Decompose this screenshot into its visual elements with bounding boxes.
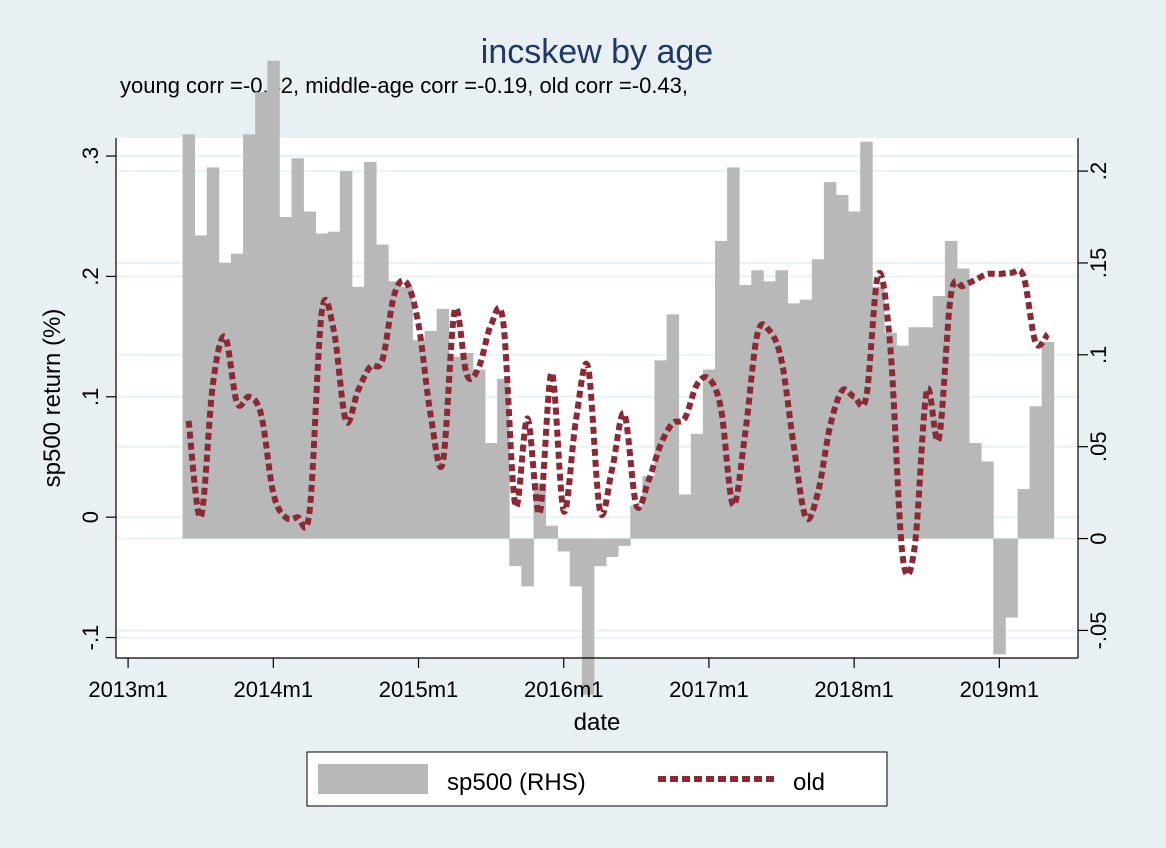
x-tick-label-6: 2019m1	[960, 677, 1040, 702]
chart-subtitle: young corr =-0.42, middle-age corr =-0.1…	[120, 73, 688, 98]
series-line-old	[185, 267, 1051, 578]
bar	[811, 259, 825, 539]
bar	[642, 476, 655, 539]
bar	[557, 538, 571, 552]
bar	[279, 217, 292, 539]
bar	[448, 356, 462, 539]
bar	[920, 327, 934, 539]
bar	[956, 268, 970, 539]
bar	[702, 369, 716, 539]
bar	[545, 525, 559, 539]
bar	[509, 538, 522, 567]
bar	[400, 286, 413, 539]
bar	[872, 286, 885, 539]
x-axis-title: date	[574, 709, 621, 736]
bar	[1017, 488, 1030, 539]
legend-swatch-sp500	[318, 764, 428, 794]
x-tick-label-1: 2014m1	[234, 677, 314, 702]
old-line	[185, 267, 1051, 578]
x-tick-label-2: 2015m1	[379, 677, 459, 702]
bar	[291, 158, 304, 539]
sp500-bars	[182, 60, 1055, 695]
bar	[243, 134, 256, 539]
right-tick-label-5: .2	[1086, 162, 1111, 180]
right-tick-label-0: -.05	[1086, 611, 1111, 649]
bar	[630, 505, 643, 539]
bar	[932, 296, 946, 539]
chart-title: incskew by age	[481, 33, 713, 71]
bar	[835, 194, 849, 539]
bar	[460, 352, 474, 539]
bar	[1041, 341, 1055, 539]
bar	[497, 378, 510, 539]
bar	[194, 235, 208, 539]
bar	[848, 211, 861, 539]
bar	[799, 299, 813, 539]
legend: sp500 (RHS) old	[306, 751, 888, 807]
x-tick-label-5: 2018m1	[814, 677, 894, 702]
bar	[618, 538, 631, 546]
x-tick-label-4: 2017m1	[669, 677, 749, 702]
bar	[969, 443, 982, 539]
bar	[521, 538, 534, 587]
left-tick-label-0: -.1	[78, 625, 103, 651]
right-tick-label-1: 0	[1086, 532, 1111, 544]
left-tick-label-3: .2	[78, 267, 103, 285]
right-tick-label-2: .05	[1086, 431, 1111, 462]
bar	[593, 538, 607, 567]
bar	[763, 281, 776, 539]
right-tick-label-3: .1	[1086, 346, 1111, 364]
x-tick-label-3: 2016m1	[524, 677, 604, 702]
left-tick-label-2: .1	[78, 388, 103, 406]
y-axis-title: sp500 return (%)	[39, 309, 66, 488]
x-tick-label-0: 2013m1	[88, 677, 168, 702]
bar	[981, 461, 994, 539]
bar	[896, 345, 909, 539]
bar	[1029, 406, 1043, 539]
bar	[485, 443, 498, 539]
bar	[727, 167, 740, 539]
bar	[267, 60, 280, 539]
bar	[690, 433, 704, 539]
bar	[569, 538, 583, 587]
bar	[472, 369, 486, 539]
bar	[714, 240, 728, 539]
bar	[255, 92, 268, 539]
bar	[376, 244, 389, 539]
bar	[581, 538, 595, 695]
bar	[218, 262, 232, 539]
bar	[751, 270, 764, 539]
bar	[908, 327, 922, 539]
bar	[678, 494, 692, 539]
legend-label-sp500: sp500 (RHS)	[447, 769, 586, 796]
bar	[412, 340, 425, 539]
bar	[993, 538, 1006, 655]
bar	[436, 308, 450, 539]
bar	[364, 161, 377, 539]
bar	[206, 167, 220, 539]
bar	[351, 286, 365, 539]
bar	[860, 141, 873, 539]
axes: -.1 0 .1 .2 .3 -.05 0 .05 .1 .15 .2 2013m1 2014m1 201…	[78, 138, 1111, 702]
right-tick-label-4: .15	[1086, 248, 1111, 279]
bar	[823, 182, 837, 539]
legend-label-old: old	[793, 769, 825, 796]
bar	[1005, 538, 1018, 618]
bar	[787, 303, 801, 539]
bar	[775, 270, 788, 539]
left-tick-label-4: .3	[78, 147, 103, 165]
left-tick-label-1: 0	[78, 511, 103, 523]
bar	[388, 281, 401, 539]
bar	[339, 171, 353, 539]
bar	[606, 538, 619, 557]
